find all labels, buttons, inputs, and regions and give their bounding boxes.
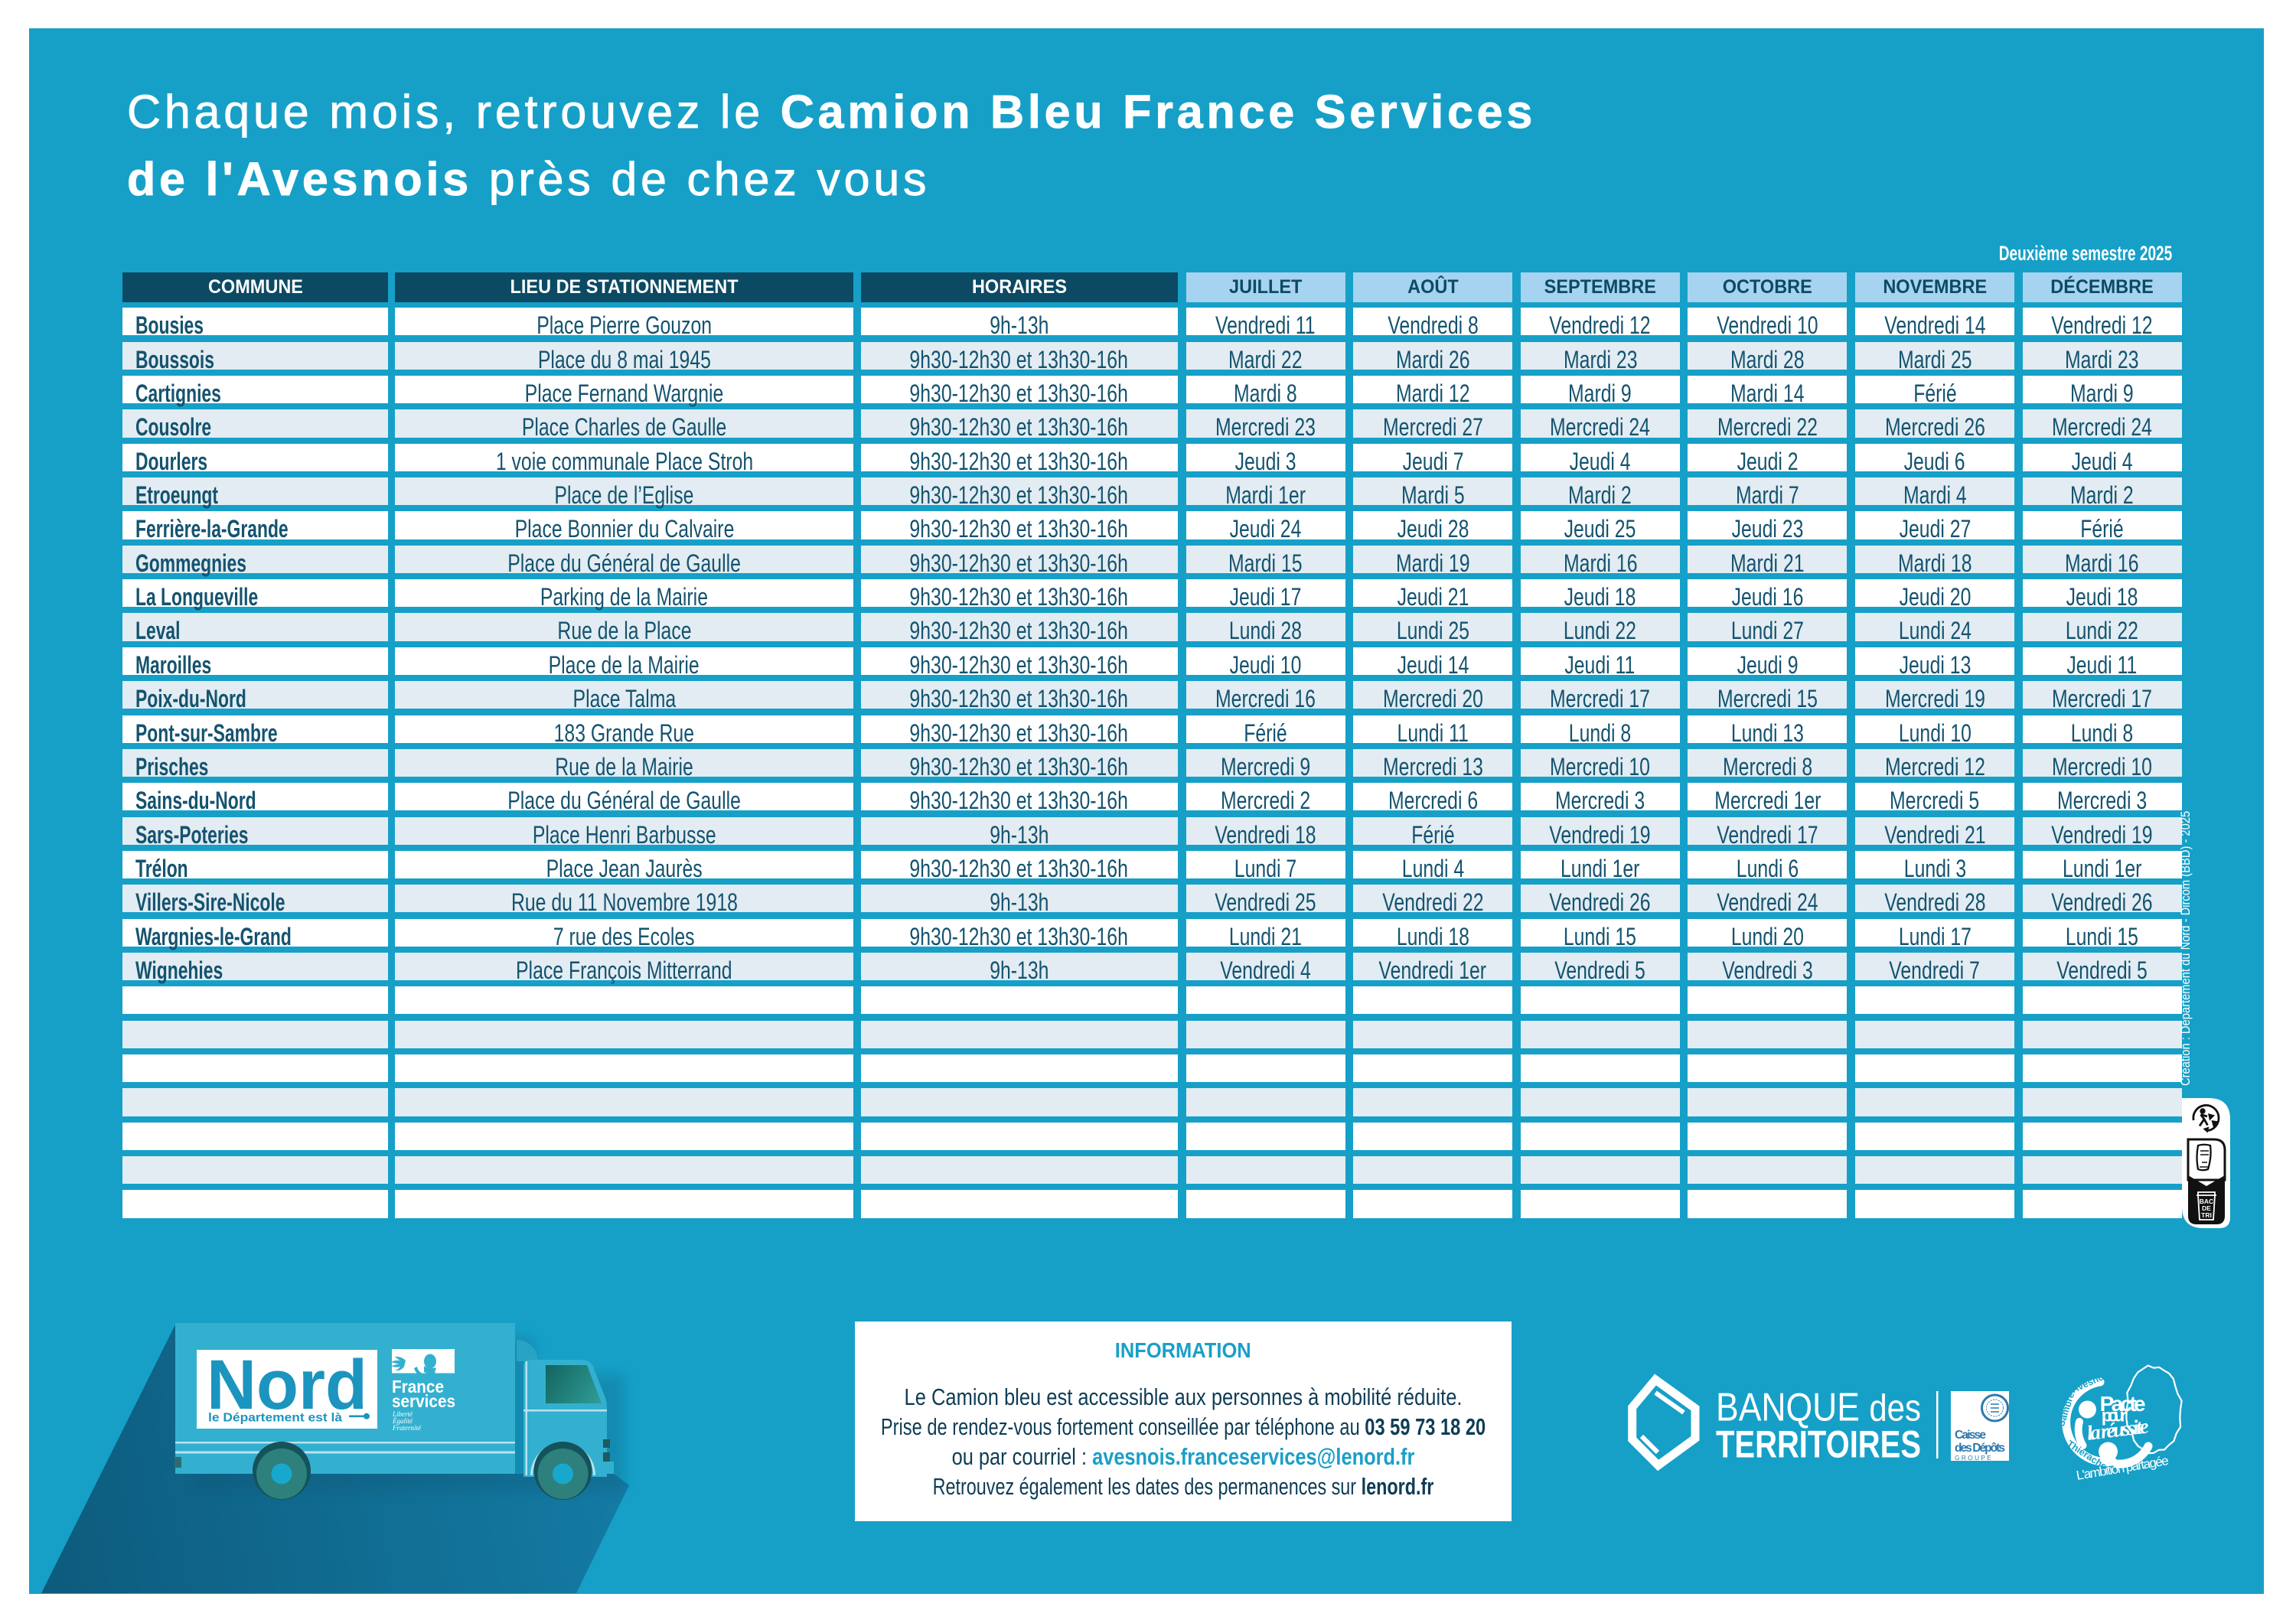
- svg-text:pour: pour: [2102, 1406, 2127, 1426]
- svg-text:DE: DE: [2202, 1204, 2211, 1212]
- svg-text:BAC: BAC: [2200, 1198, 2213, 1205]
- svg-text:la réussite: la réussite: [2086, 1414, 2150, 1445]
- svg-text:Avesnois: Avesnois: [2070, 1368, 2113, 1395]
- svg-text:des Dépôts: des Dépôts: [1955, 1442, 2005, 1455]
- svg-text:Nord: Nord: [207, 1346, 367, 1424]
- svg-text:Sambre: Sambre: [2056, 1391, 2077, 1428]
- svg-text:le Département est là: le Département est là: [208, 1412, 342, 1425]
- svg-text:services: services: [392, 1391, 455, 1411]
- svg-text:Fraternité: Fraternité: [392, 1424, 422, 1432]
- svg-text:TERRITOIRES: TERRITOIRES: [1716, 1423, 1921, 1466]
- svg-text:TRI: TRI: [2201, 1211, 2212, 1219]
- svg-text:Pacte: Pacte: [2100, 1392, 2146, 1416]
- svg-text:France: France: [392, 1377, 444, 1396]
- svg-text:BANQUE des: BANQUE des: [1716, 1386, 1921, 1430]
- svg-text:Liberté: Liberté: [392, 1410, 413, 1418]
- svg-text:Égalité: Égalité: [392, 1417, 413, 1425]
- svg-text:Caisse: Caisse: [1955, 1429, 1986, 1442]
- svg-text:GROUPE: GROUPE: [1955, 1454, 1993, 1462]
